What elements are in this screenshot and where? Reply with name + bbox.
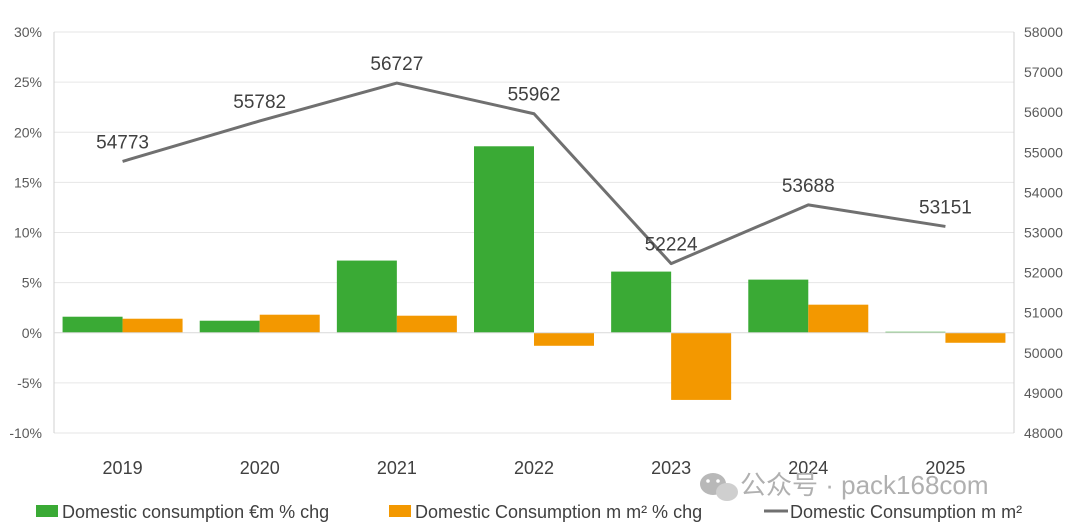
- right-tick-label: 56000: [1024, 104, 1063, 120]
- right-tick-label: 54000: [1024, 184, 1063, 200]
- left-tick-label: 15%: [14, 174, 42, 190]
- right-tick-label: 53000: [1024, 225, 1063, 241]
- consumption-line: [122, 81, 946, 266]
- legend-label: Domestic consumption €m % chg: [62, 502, 329, 522]
- bar-value-chg: [885, 331, 946, 333]
- legend-label: Domestic Consumption m m² % chg: [415, 502, 702, 522]
- right-tick-label: 58000: [1024, 24, 1063, 40]
- bar-volume-chg: [808, 304, 869, 333]
- wechat-icon: [700, 473, 738, 501]
- left-tick-label: -5%: [17, 375, 42, 391]
- bar-volume-chg: [396, 315, 457, 333]
- left-tick-label: 30%: [14, 24, 42, 40]
- bar-volume-chg: [945, 332, 1006, 343]
- data-label: 54773: [96, 132, 149, 153]
- category-label: 2022: [514, 458, 554, 478]
- category-label: 2021: [377, 458, 417, 478]
- left-tick-label: 5%: [22, 275, 42, 291]
- bar-volume-chg: [122, 318, 183, 333]
- left-tick-label: 0%: [22, 325, 42, 341]
- legend-swatch: [389, 505, 411, 517]
- left-tick-label: 25%: [14, 74, 42, 90]
- category-label: 2020: [240, 458, 280, 478]
- left-axis-ticks: -10% -5% 0% 5% 10% 15% 20% 25% 30%: [9, 24, 42, 441]
- watermark: 公众号 · pack168com: [700, 470, 989, 501]
- legend-item: Domestic consumption €m % chg: [36, 502, 329, 522]
- legend-swatch: [36, 505, 58, 517]
- bar-value-chg: [748, 279, 809, 333]
- data-label: 53688: [782, 176, 835, 197]
- left-tick-label: -10%: [9, 425, 42, 441]
- right-tick-label: 52000: [1024, 265, 1063, 281]
- bar-value-chg: [611, 271, 672, 333]
- right-tick-label: 49000: [1024, 385, 1063, 401]
- bar-volume-chg: [259, 314, 320, 333]
- data-label: 55782: [233, 92, 286, 113]
- bar-value-chg: [474, 146, 534, 333]
- data-label: 53151: [919, 197, 972, 218]
- bars: [62, 146, 1006, 400]
- bar-value-chg: [62, 316, 123, 333]
- line-series: 54773 55782 56727 55962 52224 53688 53151: [96, 54, 972, 266]
- legend: Domestic consumption €m % chg Domestic Co…: [36, 502, 1022, 522]
- legend-item: Domestic Consumption m m² % chg: [389, 502, 702, 522]
- right-tick-label: 51000: [1024, 305, 1063, 321]
- legend-item: Domestic Consumption m m²: [764, 502, 1022, 522]
- category-label: 2024: [788, 458, 828, 478]
- right-axis-ticks: 48000 49000 50000 51000 52000 53000 54000 55000…: [1024, 24, 1063, 441]
- bar-value-chg: [336, 260, 397, 333]
- watermark-text: 公众号 · pack168com: [740, 470, 989, 500]
- data-label: 56727: [370, 54, 423, 75]
- category-label: 2023: [651, 458, 691, 478]
- right-tick-label: 48000: [1024, 425, 1063, 441]
- category-label: 2019: [103, 458, 143, 478]
- left-tick-label: 10%: [14, 225, 42, 241]
- legend-label: Domestic Consumption m m²: [790, 502, 1022, 522]
- right-tick-label: 57000: [1024, 64, 1063, 80]
- left-tick-label: 20%: [14, 124, 42, 140]
- right-tick-label: 50000: [1024, 345, 1063, 361]
- bar-volume-chg: [534, 332, 594, 346]
- bar-value-chg: [199, 320, 260, 333]
- category-label: 2025: [925, 458, 965, 478]
- data-label: 52224: [645, 235, 698, 256]
- category-labels: 2019 2020 2021 2022 2023 2024 2025: [103, 458, 966, 478]
- data-label: 55962: [508, 85, 561, 106]
- bar-volume-chg: [671, 332, 732, 400]
- right-tick-label: 55000: [1024, 144, 1063, 160]
